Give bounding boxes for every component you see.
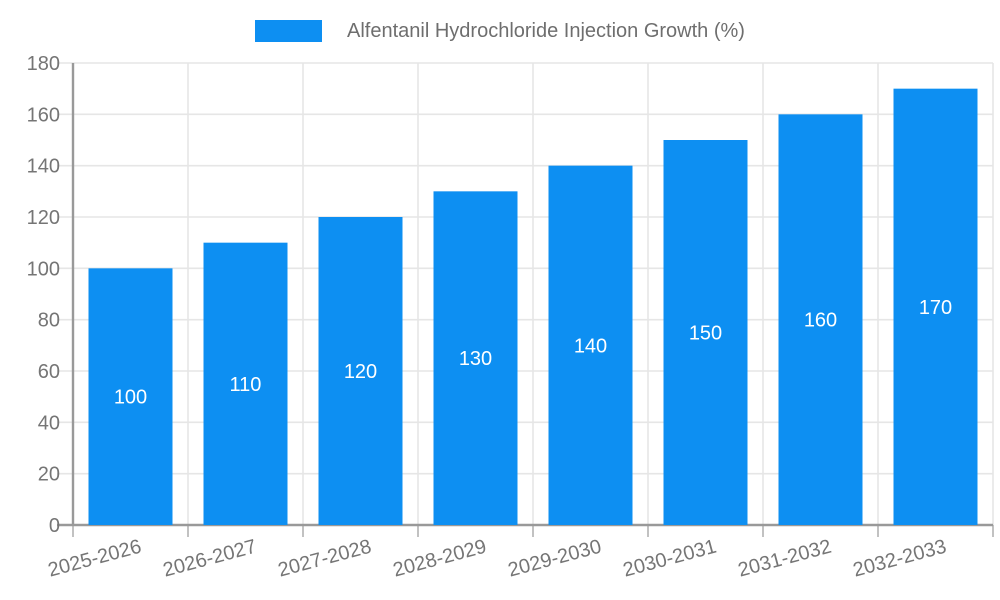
bar-2029-2030[interactable] (548, 165, 633, 525)
x-tick-label: 2028-2029 (391, 536, 489, 582)
bar-2026-2027[interactable] (203, 242, 288, 525)
bar-2027-2028[interactable] (318, 217, 403, 525)
x-tick-label: 2026-2027 (161, 536, 259, 582)
bar-value-label: 140 (574, 335, 607, 357)
bar-2031-2032[interactable] (778, 114, 863, 525)
y-tick-label: 140 (27, 156, 60, 178)
x-axis-labels: 2025-2026 2026-2027 2027-2028 2028-2029 2029… (46, 536, 949, 582)
x-tick-label: 2029-2030 (506, 536, 604, 582)
bar-2032-2033[interactable] (893, 88, 978, 526)
bar-2028-2029[interactable] (433, 191, 518, 526)
x-tick-label: 2025-2026 (46, 536, 144, 582)
bar-2025-2026[interactable] (88, 268, 173, 525)
bar-value-labels: 100 110 120 130 140 150 160 170 (114, 297, 952, 409)
x-tick-label: 2027-2028 (276, 536, 374, 582)
y-tick-label: 60 (38, 361, 60, 383)
bar-value-label: 170 (919, 297, 952, 319)
legend-swatch-icon[interactable] (255, 20, 323, 42)
bar-2030-2031[interactable] (663, 140, 748, 525)
bar-value-label: 120 (344, 361, 377, 383)
bar-value-label: 160 (804, 310, 837, 332)
y-tick-label: 180 (27, 53, 60, 75)
x-tick-label: 2031-2032 (736, 536, 834, 582)
bar-value-label: 110 (230, 374, 262, 396)
x-axis-ticks (72, 525, 994, 537)
y-tick-label: 100 (27, 258, 60, 280)
y-tick-label: 0 (49, 515, 60, 537)
y-axis-labels: 0 20 40 60 80 100 120 140 160 180 (27, 53, 60, 537)
y-tick-label: 120 (27, 207, 60, 229)
y-tick-label: 80 (38, 310, 60, 332)
bar-value-label: 130 (459, 348, 492, 370)
legend-label[interactable]: Alfentanil Hydrochloride Injection Growt… (347, 20, 745, 42)
bars (88, 88, 978, 526)
bar-value-label: 150 (689, 323, 722, 345)
y-tick-label: 20 (38, 464, 60, 486)
legend[interactable]: Alfentanil Hydrochloride Injection Growt… (0, 17, 1000, 45)
x-tick-label: 2030-2031 (621, 536, 719, 582)
y-tick-label: 160 (27, 104, 60, 126)
bar-value-label: 100 (114, 387, 147, 409)
y-tick-label: 40 (38, 412, 60, 434)
x-tick-label: 2032-2033 (851, 536, 949, 582)
